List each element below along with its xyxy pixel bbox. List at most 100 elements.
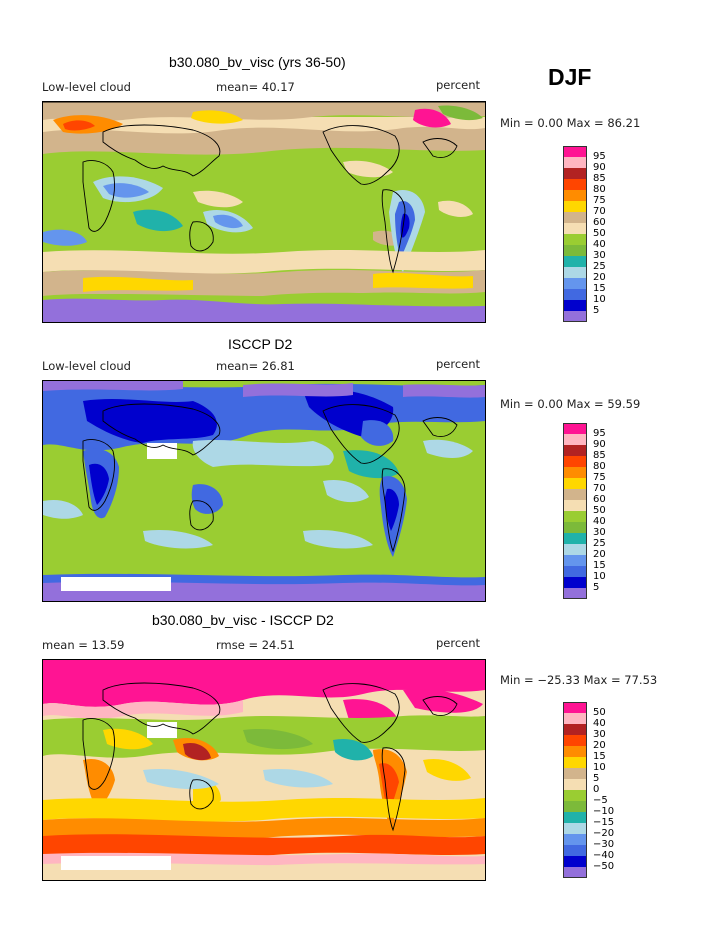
panel-1-colorbar-frame — [563, 146, 587, 322]
panel-2-colorbar-swatch — [563, 588, 587, 599]
panel-1-colorbar-tick: 25 — [593, 261, 606, 272]
panel-3-colorbar-tick: −50 — [593, 861, 615, 872]
panel-3-colorbar-tick: −10 — [593, 806, 615, 817]
panel-2-colorbar-tick: 95 — [593, 428, 606, 439]
panel-3-colorbar-swatch — [563, 779, 587, 790]
panel-2-colorbar-swatch — [563, 434, 587, 445]
panel-1-colorbar-tick: 85 — [593, 173, 606, 184]
panel-3-colorbar-tick: −5 — [593, 795, 608, 806]
panel-1-colorbar-swatch — [563, 234, 587, 245]
panel-2-colorbar-swatch — [563, 522, 587, 533]
panel-3-units: percent — [436, 636, 481, 650]
panel-2-colorbar-tick: 85 — [593, 450, 606, 461]
panel-1-units: percent — [436, 78, 481, 92]
panel-3-colorbar-frame — [563, 702, 587, 878]
panel-2-colorbar-tick: 70 — [593, 483, 606, 494]
panel-1-left-label: Low-level cloud — [42, 80, 131, 94]
panel-2-colorbar-swatch — [563, 511, 587, 522]
panel-1-colorbar-swatch — [563, 311, 587, 322]
panel-1-title: b30.080_bv_visc (yrs 36-50) — [169, 54, 346, 70]
panel-1-colorbar-tick: 40 — [593, 239, 606, 250]
panel-1-colorbar-swatch — [563, 245, 587, 256]
panel-1-colorbar-swatch — [563, 157, 587, 168]
panel-3-colorbar-tick: 10 — [593, 762, 606, 773]
panel-3-colorbar-tick: 50 — [593, 707, 606, 718]
panel-2-colorbar-tick: 75 — [593, 472, 606, 483]
panel-3-colorbar-swatch — [563, 702, 587, 713]
panel-3-colorbar-swatch — [563, 713, 587, 724]
panel-1-colorbar-tick: 80 — [593, 184, 606, 195]
panel-2-minmax: Min = 0.00 Max = 59.59 — [500, 397, 641, 411]
panel-3-title: b30.080_bv_visc - ISCCP D2 — [152, 612, 334, 628]
panel-2-colorbar-swatch — [563, 445, 587, 456]
panel-3-colorbar-swatch — [563, 768, 587, 779]
panel-2-map-graphic — [43, 381, 485, 601]
panel-1-colorbar-swatch — [563, 212, 587, 223]
panel-3-colorbar-swatch — [563, 735, 587, 746]
panel-2-colorbar-swatch — [563, 478, 587, 489]
panel-2-colorbar-tick: 15 — [593, 560, 606, 571]
panel-1-colorbar-swatch — [563, 223, 587, 234]
panel-2-colorbar-swatch — [563, 544, 587, 555]
panel-3-colorbar-tick: 40 — [593, 718, 606, 729]
panel-2-mean: mean= 26.81 — [216, 359, 295, 373]
panel-2-colorbar-frame — [563, 423, 587, 599]
panel-2-colorbar-tick: 90 — [593, 439, 606, 450]
panel-1-colorbar-swatch — [563, 179, 587, 190]
panel-3-colorbar-tick: −20 — [593, 828, 615, 839]
panel-1-colorbar-tick: 15 — [593, 283, 606, 294]
panel-1-colorbar-tick: 10 — [593, 294, 606, 305]
panel-2-colorbar-swatch — [563, 577, 587, 588]
panel-2-colorbar-swatch — [563, 500, 587, 511]
panel-2-map — [42, 380, 486, 602]
panel-3-colorbar-tick: −40 — [593, 850, 615, 861]
panel-3-colorbar-tick: 0 — [593, 784, 600, 795]
panel-3-mean: mean = 13.59 — [42, 638, 125, 652]
panel-2-colorbar-tick: 10 — [593, 571, 606, 582]
panel-1-colorbar-swatch — [563, 168, 587, 179]
panel-1-colorbar-tick: 30 — [593, 250, 606, 261]
panel-2-colorbar-swatch — [563, 423, 587, 434]
panel-3-colorbar-swatch — [563, 801, 587, 812]
panel-1-colorbar-swatch — [563, 300, 587, 311]
panel-1-mean: mean= 40.17 — [216, 80, 295, 94]
panel-2-colorbar-tick: 80 — [593, 461, 606, 472]
panel-2-colorbar-swatch — [563, 566, 587, 577]
panel-3-rmse: rmse = 24.51 — [216, 638, 295, 652]
panel-3-colorbar-swatch — [563, 856, 587, 867]
panel-2-colorbar-swatch — [563, 467, 587, 478]
panel-2-colorbar-swatch — [563, 489, 587, 500]
panel-1-minmax: Min = 0.00 Max = 86.21 — [500, 116, 641, 130]
panel-2-colorbar-tick: 30 — [593, 527, 606, 538]
panel-1-colorbar-swatch — [563, 256, 587, 267]
panel-3-colorbar-tick: 20 — [593, 740, 606, 751]
panel-3-colorbar-swatch — [563, 724, 587, 735]
panel-1-colorbar-swatch — [563, 201, 587, 212]
panel-1-colorbar-tick: 95 — [593, 151, 606, 162]
panel-3-colorbar-tick: 30 — [593, 729, 606, 740]
panel-1-colorbar-tick: 90 — [593, 162, 606, 173]
panel-3-colorbar-tick: 15 — [593, 751, 606, 762]
panel-1-colorbar-tick: 5 — [593, 305, 600, 316]
panel-2-colorbar-swatch — [563, 555, 587, 566]
panel-2-colorbar-tick: 20 — [593, 549, 606, 560]
panel-3-colorbar-tick: 5 — [593, 773, 600, 784]
panel-3-colorbar-swatch — [563, 823, 587, 834]
season-label: DJF — [548, 64, 592, 90]
panel-2-colorbar-tick: 40 — [593, 516, 606, 527]
panel-1-colorbar-tick: 70 — [593, 206, 606, 217]
panel-3-colorbar-swatch — [563, 834, 587, 845]
panel-3-colorbar-swatch — [563, 790, 587, 801]
panel-3-colorbar-swatch — [563, 757, 587, 768]
panel-3-minmax: Min = −25.33 Max = 77.53 — [500, 673, 658, 687]
panel-3-colorbar-tick: −30 — [593, 839, 615, 850]
panel-2-colorbar-tick: 60 — [593, 494, 606, 505]
panel-1-colorbar-tick: 75 — [593, 195, 606, 206]
panel-2-colorbar-tick: 5 — [593, 582, 600, 593]
panel-1-colorbar-tick: 60 — [593, 217, 606, 228]
panel-3-colorbar-swatch — [563, 746, 587, 757]
panel-3-colorbar-swatch — [563, 812, 587, 823]
panel-3-colorbar-swatch — [563, 845, 587, 856]
panel-3-colorbar-swatch — [563, 867, 587, 878]
panel-1-colorbar-swatch — [563, 190, 587, 201]
